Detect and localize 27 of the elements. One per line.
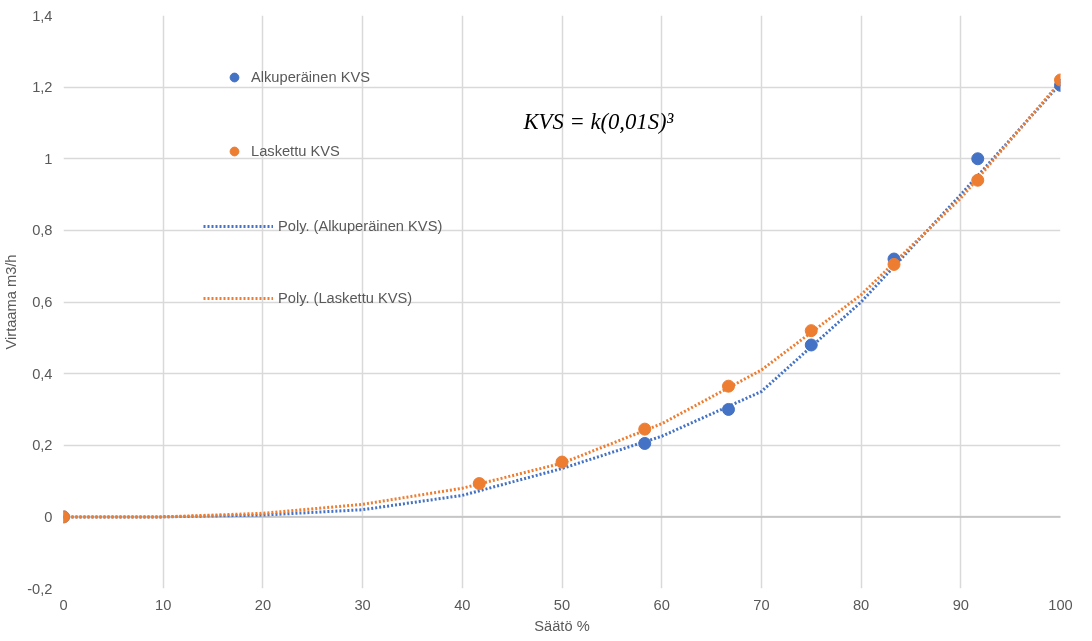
x-tick-label: 50 xyxy=(553,596,571,613)
annotation: KVS = k(0,01S)³ xyxy=(522,108,675,134)
x-tick-label: 40 xyxy=(454,596,471,613)
x-tick-label: 0 xyxy=(59,596,68,613)
y-tick-label: 0,6 xyxy=(32,294,53,310)
y-tick-label: 0,8 xyxy=(32,222,53,239)
x-tick-label: 90 xyxy=(952,596,969,613)
x-axis-title: Säätö % xyxy=(534,617,590,634)
y-tick-label: 1 xyxy=(44,150,53,167)
legend-label: Alkuperäinen KVS xyxy=(251,69,370,85)
y-axis-title: Virtaama m3/h xyxy=(3,254,20,350)
y-tick-label: 0 xyxy=(44,508,53,525)
x-tick-label: 80 xyxy=(852,596,870,613)
legend-label: Laskettu KVS xyxy=(251,143,340,159)
x-tick-label: 20 xyxy=(254,596,272,613)
x-tick-label: 70 xyxy=(753,596,770,613)
y-tick-label: -0,2 xyxy=(27,580,53,597)
x-tick-label: 30 xyxy=(354,596,371,613)
y-tick-label: 1,4 xyxy=(32,7,53,24)
y-tick-label: 1,2 xyxy=(32,79,53,96)
legend-label: Poly. (Alkuperäinen KVS) xyxy=(278,218,443,234)
y-tick-label: 0,4 xyxy=(32,365,53,382)
y-tick-label: 0,2 xyxy=(32,437,53,454)
x-tick-label: 60 xyxy=(653,596,670,613)
x-tick-label: 10 xyxy=(155,596,172,613)
x-tick-label: 100 xyxy=(1048,596,1073,613)
legend-label: Poly. (Laskettu KVS) xyxy=(278,290,413,306)
